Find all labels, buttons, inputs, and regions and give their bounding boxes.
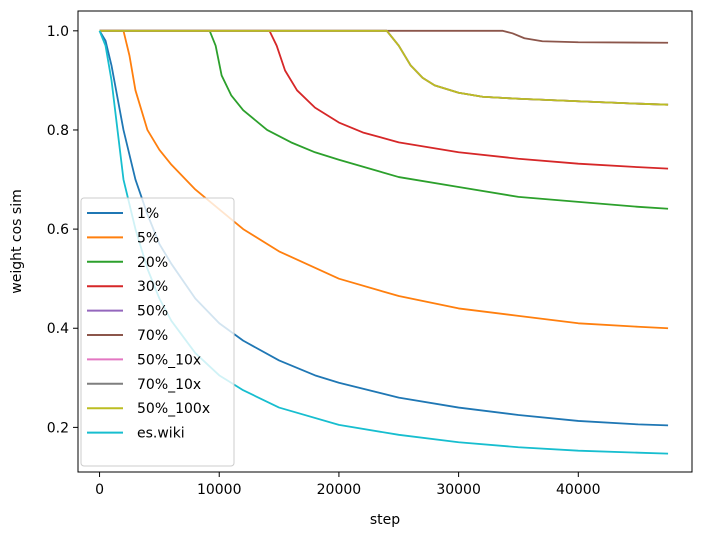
y-axis-label: weight cos sim bbox=[9, 189, 25, 293]
y-axis-ticks: 0.2 0.4 0.6 0.8 1.0 bbox=[47, 24, 78, 436]
legend-box bbox=[80, 197, 235, 467]
legend-label: 50%_10x bbox=[137, 352, 201, 368]
x-axis-ticks: 0 10000 20000 30000 40000 bbox=[95, 472, 601, 498]
x-tick-label: 40000 bbox=[556, 482, 601, 498]
y-tick-label: 1.0 bbox=[47, 24, 69, 40]
y-tick-label: 0.4 bbox=[47, 321, 69, 337]
y-tick-label: 0.6 bbox=[47, 222, 69, 238]
legend-label: 5% bbox=[137, 230, 159, 246]
series-line-5 bbox=[99, 29, 669, 44]
x-tick-label: 0 bbox=[95, 482, 104, 498]
legend-label: 70% bbox=[137, 328, 168, 344]
legend-label: 20% bbox=[137, 255, 168, 271]
legend-label: 50% bbox=[137, 304, 168, 320]
legend-label: es.wiki bbox=[137, 426, 185, 442]
y-tick-label: 0.8 bbox=[47, 123, 69, 139]
series-line-3 bbox=[99, 29, 669, 170]
legend-label: 30% bbox=[137, 279, 168, 295]
series-line-2 bbox=[99, 29, 669, 210]
legend-label: 70%_10x bbox=[137, 377, 201, 393]
series-line-8 bbox=[99, 29, 669, 106]
x-tick-label: 20000 bbox=[317, 482, 362, 498]
series-lines bbox=[98, 29, 669, 455]
x-tick-label: 30000 bbox=[436, 482, 481, 498]
legend: 1% 5% 20% 30% 50% 70% 50%_10x 70%_10x 50%_100xes… bbox=[80, 197, 235, 467]
legend-label: 1% bbox=[137, 206, 159, 222]
plot-frame bbox=[77, 10, 693, 473]
x-tick-label: 10000 bbox=[197, 482, 242, 498]
y-tick-label: 0.2 bbox=[47, 420, 69, 436]
x-axis-label: step bbox=[370, 512, 400, 528]
legend-label: 50%_100x bbox=[137, 401, 210, 417]
